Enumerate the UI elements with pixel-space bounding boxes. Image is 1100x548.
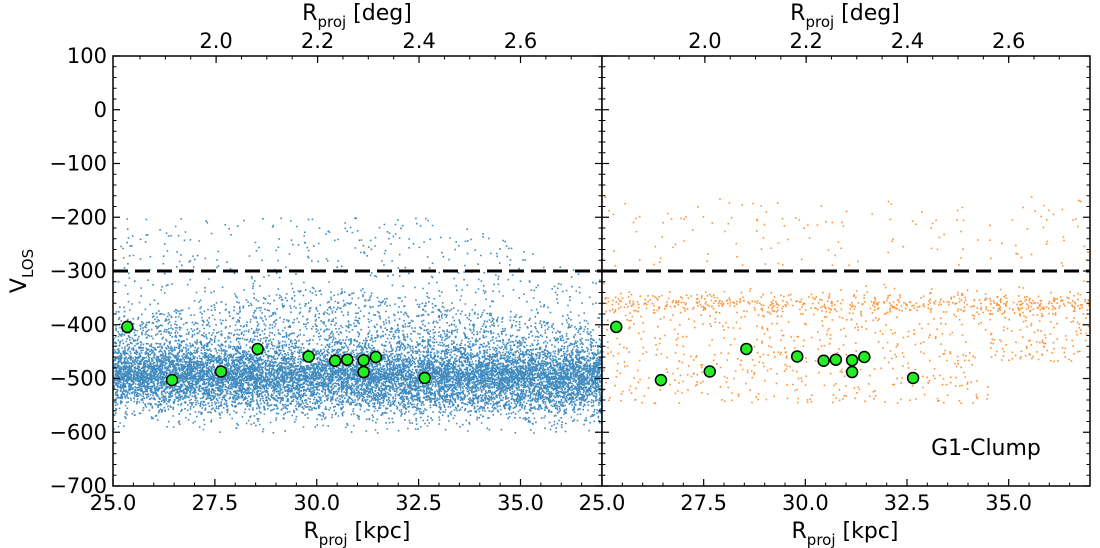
y-tick-label: −500 xyxy=(49,367,107,391)
highlight-point xyxy=(703,365,717,378)
top-x-tick-label: 2.4 xyxy=(402,29,435,53)
highlight-point xyxy=(251,342,264,356)
x-tick-label: 30.0 xyxy=(293,491,340,515)
highlight-point xyxy=(609,320,623,334)
highlight-point xyxy=(121,320,134,334)
top-x-tick-label: 2.0 xyxy=(688,29,721,53)
x-tick-label: 27.5 xyxy=(680,491,727,515)
left-top-axis-label: Rproj [deg] xyxy=(302,1,412,31)
highlight-point xyxy=(817,354,830,368)
highlight-point xyxy=(906,371,920,385)
top-x-tick-label: 2.2 xyxy=(301,29,334,53)
highlight-point xyxy=(302,350,315,363)
y-axis-label: VLOS xyxy=(7,249,37,293)
highlight-point xyxy=(369,350,383,364)
top-x-tick-label: 2.6 xyxy=(992,29,1025,53)
top-x-tick-label: 2.4 xyxy=(891,29,924,53)
top-x-tick-label: 2.0 xyxy=(199,29,232,53)
top-x-tick-label: 2.6 xyxy=(504,29,537,53)
x-tick-label: 32.5 xyxy=(884,491,931,515)
highlight-point xyxy=(654,373,668,387)
x-tick-label: 27.5 xyxy=(191,491,238,515)
y-tick-label: −400 xyxy=(49,313,107,337)
highlight-point xyxy=(845,365,859,379)
highlight-point xyxy=(790,350,804,363)
highlight-point xyxy=(341,353,354,366)
y-tick-label: 100 xyxy=(67,44,107,68)
y-tick-label: 0 xyxy=(94,98,107,122)
x-tick-label: 32.5 xyxy=(395,491,442,515)
left-background-scatter xyxy=(113,217,604,434)
left-x-axis-label: Rproj [kpc] xyxy=(304,519,411,548)
y-tick-label: −700 xyxy=(49,474,107,498)
highlight-point xyxy=(214,365,228,378)
right-x-axis-label: Rproj [kpc] xyxy=(792,519,899,548)
highlight-point xyxy=(357,353,370,367)
right-highlight-points xyxy=(609,320,920,387)
y-tick-label: −200 xyxy=(49,205,107,229)
y-tick-label: −100 xyxy=(49,152,107,176)
left-ticks: 25.0 27.5 30.0 32.5 35.0 2.0 2.2 2.4 2.6 100 0 −100… xyxy=(49,29,602,515)
highlight-point xyxy=(858,350,871,364)
x-tick-label: 25.0 xyxy=(579,491,626,515)
panel-annotation: G1-Clump xyxy=(931,436,1041,461)
highlight-point xyxy=(829,353,843,366)
highlight-point xyxy=(328,354,342,368)
left-highlight-points xyxy=(121,320,431,387)
y-tick-label: −600 xyxy=(49,420,107,444)
left-panel: 25.0 27.5 30.0 32.5 35.0 2.0 2.2 2.4 2.6 100 0 −100… xyxy=(7,1,604,548)
x-tick-label: 25.0 xyxy=(90,491,137,515)
top-x-tick-label: 2.2 xyxy=(789,29,822,53)
right-background-scatter xyxy=(602,196,1091,405)
y-tick-label: −300 xyxy=(49,259,107,283)
background-points xyxy=(602,196,1091,405)
background-points xyxy=(113,217,604,434)
right-panel: 25.0 27.5 30.0 32.5 35.0 2.0 2.2 2.4 2.6 G1-Clum… xyxy=(579,1,1091,548)
x-tick-label: 35.0 xyxy=(985,491,1032,515)
highlight-point xyxy=(418,371,431,385)
right-ticks: 25.0 27.5 30.0 32.5 35.0 2.0 2.2 2.4 2.6 xyxy=(579,29,1090,515)
highlight-point xyxy=(845,353,859,367)
highlight-point xyxy=(165,373,179,387)
right-top-axis-label: Rproj [deg] xyxy=(790,1,900,31)
highlight-point xyxy=(740,342,753,356)
x-tick-label: 30.0 xyxy=(782,491,829,515)
x-tick-label: 35.0 xyxy=(497,491,544,515)
highlight-point xyxy=(357,365,370,379)
